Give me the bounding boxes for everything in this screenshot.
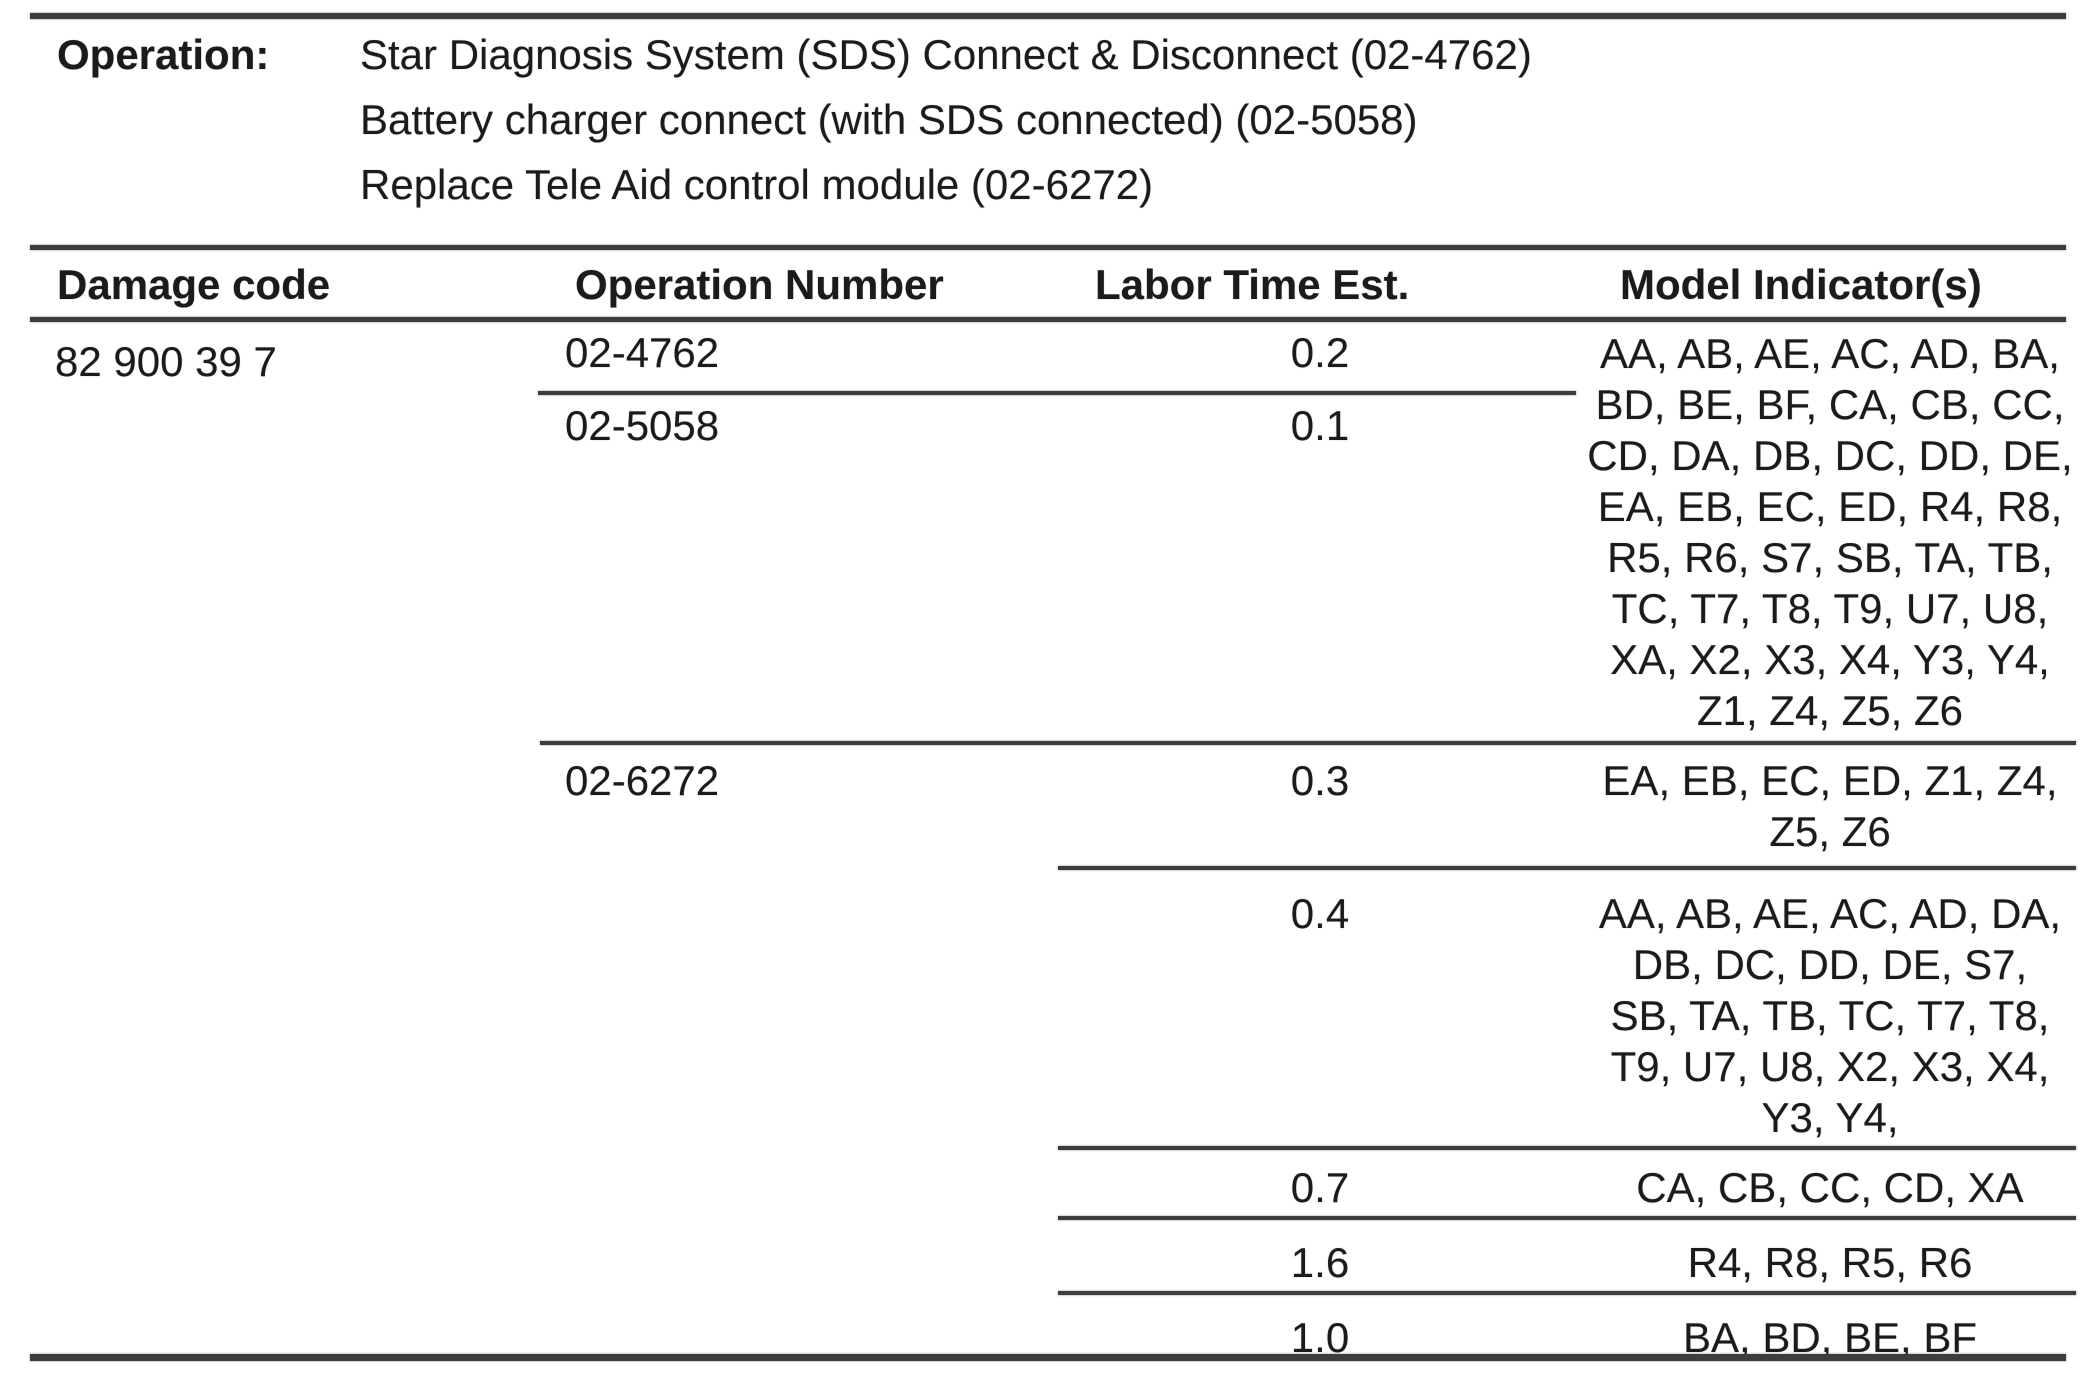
labor-time-1-6: 1.6: [1290, 1239, 1350, 1286]
row-separator-3: [1058, 866, 2076, 870]
damage-code-value: 82 900 39 7: [55, 338, 277, 385]
model-indicators-1-0: BA, BD, BE, BF: [1682, 1314, 1978, 1361]
header-top-rule: [30, 245, 2066, 250]
row-separator-2: [540, 741, 2076, 745]
labor-time-1-0: 1.0: [1290, 1314, 1350, 1361]
column-header-labor-time: Labor Time Est.: [1095, 261, 1410, 308]
labor-time-0-7: 0.7: [1290, 1164, 1350, 1211]
labor-time-0-2: 0.2: [1290, 329, 1350, 376]
operation-number-02-4762: 02-4762: [565, 329, 720, 376]
row-separator-4: [1058, 1146, 2076, 1150]
operation-line-1: Star Diagnosis System (SDS) Connect & Di…: [360, 31, 1532, 78]
operation-line-2: Battery charger connect (with SDS connec…: [360, 96, 1418, 143]
labor-time-0-4: 0.4: [1290, 890, 1350, 937]
row-separator-1: [538, 391, 1576, 395]
column-header-operation-number: Operation Number: [575, 261, 944, 308]
column-header-model-indicators: Model Indicator(s): [1620, 261, 1982, 308]
model-indicators-0-3: EA, EB, EC, ED, Z1, Z4, Z5, Z6: [1602, 757, 2058, 855]
labor-time-0-1: 0.1: [1290, 402, 1350, 449]
model-indicators-0-7: CA, CB, CC, CD, XA: [1636, 1164, 2024, 1211]
top-rule: [30, 13, 2066, 19]
operation-number-02-5058: 02-5058: [565, 402, 720, 449]
row-separator-6: [1058, 1291, 2076, 1295]
header-bottom-rule: [30, 317, 2066, 322]
operation-label: Operation:: [57, 31, 270, 78]
model-indicators-0-4: AA, AB, AE, AC, AD, DA, DB, DC, DD, DE, …: [1598, 890, 2062, 1141]
operation-line-3: Replace Tele Aid control module (02-6272…: [360, 161, 1154, 208]
labor-time-0-3: 0.3: [1290, 757, 1350, 804]
bottom-rule: [30, 1354, 2066, 1361]
operation-description-lines: Star Diagnosis System (SDS) Connect & Di…: [360, 22, 1532, 217]
model-indicators-1-6: R4, R8, R5, R6: [1687, 1239, 1973, 1286]
column-header-damage-code: Damage code: [57, 261, 331, 308]
row-separator-5: [1058, 1216, 2076, 1220]
model-indicators-shared-block: AA, AB, AE, AC, AD, BA, BD, BE, BF, CA, …: [1587, 330, 2073, 734]
operation-number-02-6272: 02-6272: [565, 757, 720, 804]
